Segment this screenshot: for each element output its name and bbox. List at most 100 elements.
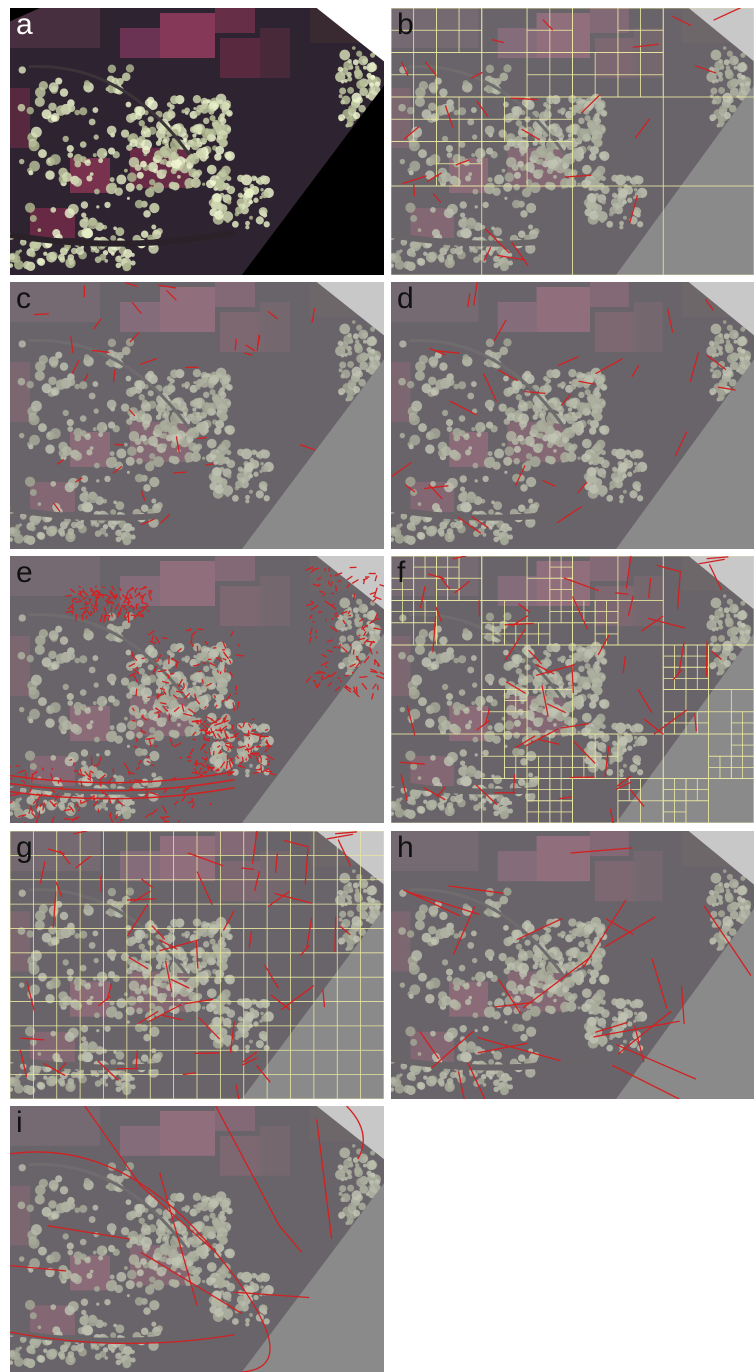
edge-mark: [324, 600, 332, 607]
urban-texture: [344, 79, 348, 83]
panel-label: a: [16, 8, 33, 41]
edge-mark: [147, 630, 155, 636]
edge-mark: [264, 741, 273, 748]
edge-mark: [316, 577, 322, 581]
frame-corner: [316, 8, 384, 62]
edge-mark: [216, 669, 220, 674]
urban-texture: [28, 170, 34, 176]
urban-texture: [214, 210, 224, 220]
edge-mark: [75, 803, 80, 808]
urban-texture: [170, 167, 177, 175]
edge-mark: [370, 668, 377, 673]
edge-mark: [206, 763, 210, 771]
urban-texture: [352, 112, 361, 120]
edge-mark: [212, 646, 217, 649]
line-segment: [140, 518, 155, 526]
edge-mark: [379, 584, 384, 587]
urban-texture: [35, 87, 46, 98]
line-segment: [625, 556, 632, 589]
edge-mark: [234, 692, 238, 695]
urban-texture: [215, 93, 227, 105]
panel-f: f: [391, 556, 754, 823]
edge-mark: [187, 759, 192, 762]
urban-texture: [87, 218, 99, 230]
line-segment: [615, 592, 629, 595]
edge-mark: [228, 659, 232, 664]
edge-mark: [172, 694, 178, 699]
urban-texture: [29, 251, 36, 258]
line-segment: [616, 775, 632, 787]
urban-texture: [89, 172, 94, 176]
edge-mark: [229, 671, 234, 677]
edge-mark: [169, 738, 174, 746]
line-segment: [705, 641, 708, 677]
panel-label: f: [397, 556, 406, 589]
urban-texture: [55, 77, 63, 85]
line-segment: [33, 313, 49, 316]
line-segment: [510, 97, 538, 101]
edge-mark: [92, 608, 95, 613]
edge-mark: [136, 766, 140, 771]
urban-texture: [37, 228, 42, 232]
urban-texture: [135, 106, 146, 117]
field-patch: [215, 8, 255, 33]
panel-label: b: [397, 8, 414, 41]
edge-mark: [106, 598, 111, 607]
edge-mark: [189, 748, 194, 755]
edge-mark: [148, 592, 153, 601]
line-segment: [647, 617, 685, 629]
edge-mark: [15, 764, 20, 768]
urban-texture: [106, 125, 117, 136]
urban-texture: [83, 80, 91, 87]
edge-mark: [224, 732, 230, 740]
urban-texture: [207, 134, 215, 142]
urban-texture: [192, 133, 197, 138]
urban-texture: [219, 117, 227, 125]
line-segment: [299, 444, 316, 451]
edge-mark: [192, 738, 196, 741]
edge-mark: [156, 693, 165, 698]
line-segment: [493, 319, 507, 342]
edge-mark: [71, 607, 75, 610]
edge-mark: [18, 814, 27, 818]
quadtree-grid: [391, 556, 754, 823]
edge-mark: [146, 755, 151, 759]
urban-texture: [149, 202, 160, 214]
edge-mark: [114, 603, 120, 611]
edge-mark: [128, 604, 133, 609]
edge-mark: [362, 577, 368, 581]
edge-mark: [135, 688, 138, 697]
edge-mark: [330, 671, 337, 677]
urban-texture: [207, 166, 213, 172]
edge-mark: [314, 630, 318, 634]
edge-mark: [198, 670, 201, 673]
edge-mark: [226, 769, 231, 773]
edge-mark: [144, 812, 152, 819]
urban-texture: [181, 109, 186, 114]
urban-texture: [111, 252, 115, 256]
line-segment: [541, 685, 549, 717]
edge-mark: [114, 593, 118, 601]
edge-mark: [183, 786, 188, 793]
edge-mark: [79, 768, 83, 775]
panel-a-image: [10, 8, 384, 275]
line-segment: [457, 516, 481, 534]
edge-mark: [149, 640, 157, 645]
edge-mark: [131, 605, 135, 612]
edge-mark: [205, 731, 215, 735]
edge-mark: [264, 746, 270, 753]
edge-mark: [135, 587, 139, 591]
edge-mark: [93, 764, 99, 767]
urban-texture: [221, 165, 231, 176]
urban-texture: [212, 103, 218, 108]
edge-mark: [142, 604, 149, 610]
edge-mark: [372, 683, 377, 690]
edge-mark: [129, 772, 135, 775]
urban-texture: [245, 220, 250, 226]
edge-mark: [191, 798, 195, 807]
urban-texture: [171, 158, 182, 170]
line-segment: [140, 358, 158, 365]
line-segment: [634, 118, 651, 139]
edge-mark: [309, 627, 313, 635]
edge-mark: [138, 759, 142, 765]
